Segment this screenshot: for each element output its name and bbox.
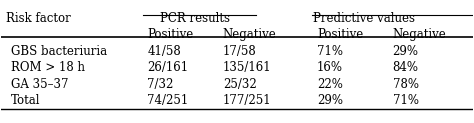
- Text: Positive: Positive: [317, 28, 364, 41]
- Text: 135/161: 135/161: [223, 62, 272, 75]
- Text: 78%: 78%: [392, 78, 419, 91]
- Text: GBS bacteriuria: GBS bacteriuria: [11, 45, 107, 58]
- Text: Positive: Positive: [147, 28, 194, 41]
- Text: 71%: 71%: [317, 45, 343, 58]
- Text: 26/161: 26/161: [147, 62, 189, 75]
- Text: 71%: 71%: [392, 94, 419, 107]
- Text: 84%: 84%: [392, 62, 419, 75]
- Text: 25/32: 25/32: [223, 78, 256, 91]
- Text: Predictive values: Predictive values: [313, 12, 415, 25]
- Text: 7/32: 7/32: [147, 78, 174, 91]
- Text: 17/58: 17/58: [223, 45, 256, 58]
- Text: 22%: 22%: [317, 78, 343, 91]
- Text: Negative: Negative: [223, 28, 277, 41]
- Text: ROM > 18 h: ROM > 18 h: [11, 62, 85, 75]
- Text: 74/251: 74/251: [147, 94, 189, 107]
- Text: 16%: 16%: [317, 62, 343, 75]
- Text: Total: Total: [11, 94, 40, 107]
- Text: 29%: 29%: [392, 45, 419, 58]
- Text: Risk factor: Risk factor: [6, 12, 71, 25]
- Text: 29%: 29%: [317, 94, 343, 107]
- Text: 41/58: 41/58: [147, 45, 181, 58]
- Text: PCR results: PCR results: [160, 12, 229, 25]
- Text: 177/251: 177/251: [223, 94, 272, 107]
- Text: GA 35–37: GA 35–37: [11, 78, 68, 91]
- Text: Negative: Negative: [392, 28, 446, 41]
